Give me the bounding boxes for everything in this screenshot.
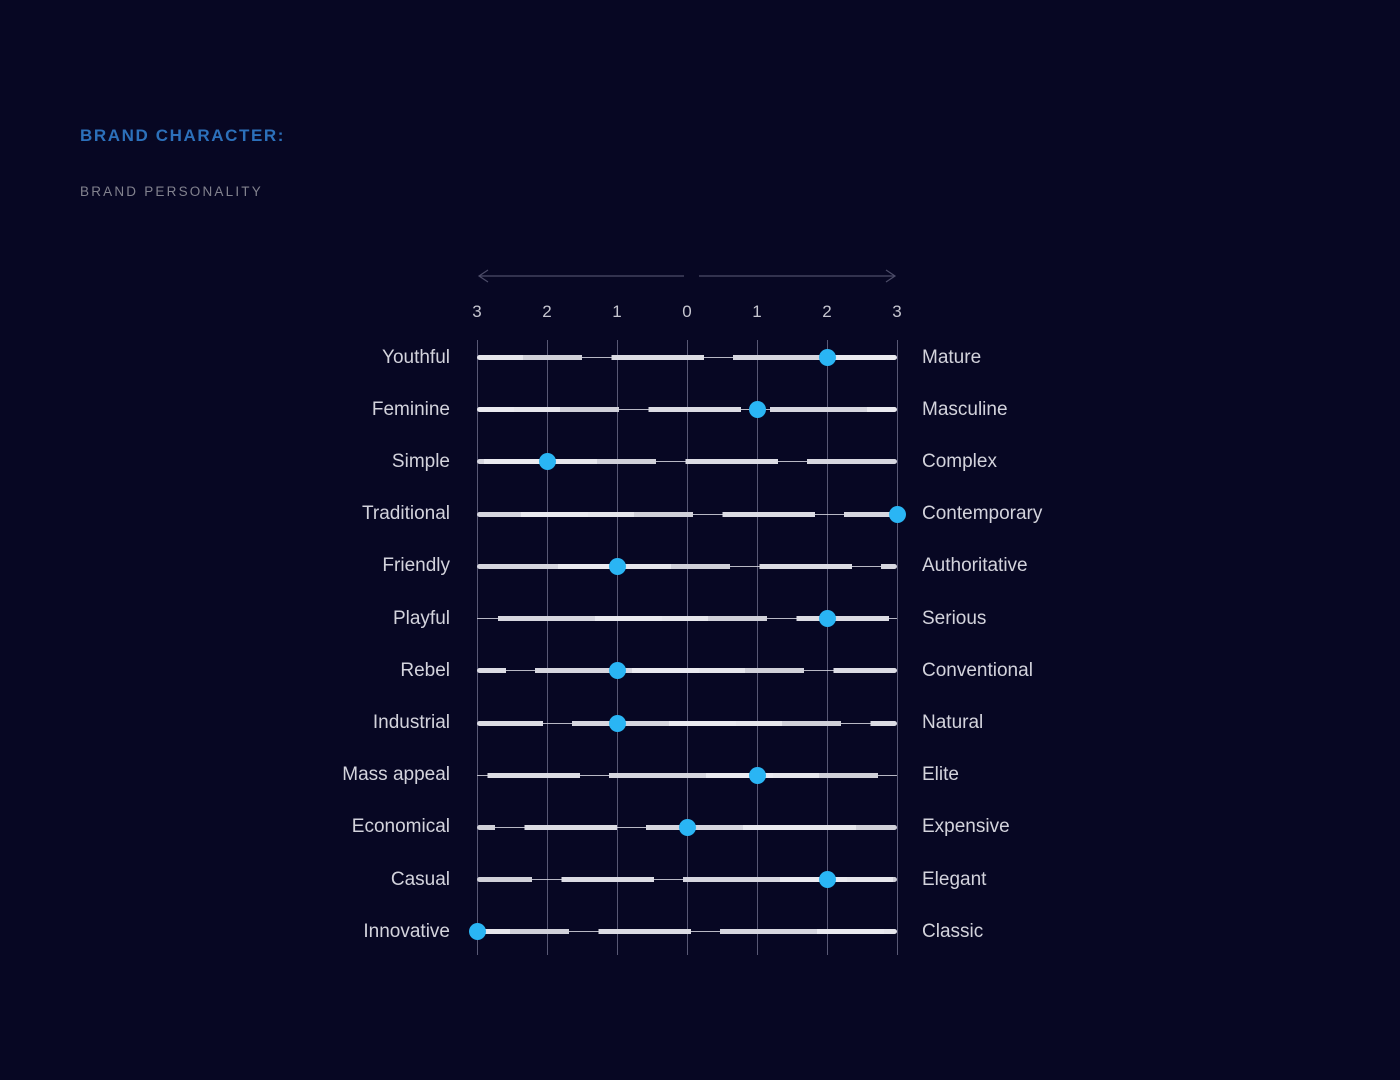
right-trait-label: Elegant xyxy=(922,868,987,890)
arrowhead-left-icon xyxy=(477,269,489,283)
scale-row: Mass appeal Elite xyxy=(0,762,1400,788)
gridline xyxy=(617,340,618,955)
left-trait-label: Innovative xyxy=(363,920,450,942)
axis-tick-label: 3 xyxy=(892,302,902,321)
axis-tick-label: 2 xyxy=(822,302,832,321)
left-trait-label: Casual xyxy=(390,868,450,890)
value-dot xyxy=(748,401,766,419)
axis-tick-label: 1 xyxy=(752,302,762,321)
scale-line xyxy=(477,407,897,413)
axis-tick-label: 0 xyxy=(682,302,692,321)
value-dot xyxy=(468,923,486,941)
scale-line xyxy=(477,668,897,674)
scale-line xyxy=(477,877,897,883)
left-trait-label: Economical xyxy=(351,816,450,838)
gridline xyxy=(827,340,828,955)
value-dot xyxy=(818,349,836,366)
scale-row: Innovative Classic xyxy=(0,919,1400,945)
value-dot xyxy=(888,505,906,523)
scale-row: Playful Serious xyxy=(0,606,1400,632)
value-dot xyxy=(608,662,626,680)
scale-row: Rebel Conventional xyxy=(0,658,1400,684)
scale-row: Feminine Masculine xyxy=(0,397,1400,423)
right-trait-label: Authoritative xyxy=(922,555,1028,577)
right-trait-label: Contemporary xyxy=(922,503,1043,525)
scale-line xyxy=(477,772,897,778)
scale-line xyxy=(477,616,897,622)
scale-row: Traditional Contemporary xyxy=(0,501,1400,527)
right-trait-label: Masculine xyxy=(922,398,1008,420)
right-trait-label: Expensive xyxy=(922,816,1010,838)
scale-row: Industrial Natural xyxy=(0,710,1400,736)
value-dot xyxy=(538,453,556,471)
value-dot xyxy=(818,871,836,889)
scale-row: Economical Expensive xyxy=(0,814,1400,840)
left-trait-label: Playful xyxy=(392,607,450,629)
scale-line xyxy=(477,355,897,360)
arrowhead-right-icon xyxy=(885,269,897,283)
left-trait-label: Simple xyxy=(391,450,450,472)
left-trait-label: Rebel xyxy=(400,659,450,681)
right-trait-label: Conventional xyxy=(922,659,1033,681)
gridline xyxy=(757,340,758,955)
gridline xyxy=(547,340,548,955)
left-trait-label: Feminine xyxy=(371,398,450,420)
gridline xyxy=(897,340,898,955)
value-dot xyxy=(818,610,836,628)
right-trait-label: Natural xyxy=(922,712,984,734)
right-trait-label: Complex xyxy=(922,450,997,472)
scale-line xyxy=(477,929,897,935)
page-subtitle: BRAND PERSONALITY xyxy=(80,184,263,199)
right-trait-label: Elite xyxy=(922,764,959,786)
axis-tick-label: 1 xyxy=(612,302,622,321)
value-dot xyxy=(608,714,626,732)
scale-line xyxy=(477,720,897,726)
right-trait-label: Classic xyxy=(922,920,984,942)
left-trait-label: Mass appeal xyxy=(342,764,450,786)
scale-row: Casual Elegant xyxy=(0,867,1400,893)
scale-line xyxy=(477,563,897,569)
scale-line xyxy=(477,459,897,465)
page-title: BRAND CHARACTER: xyxy=(80,126,286,145)
gridline xyxy=(687,340,688,955)
value-dot xyxy=(748,766,766,784)
axis-direction-arrows xyxy=(477,269,897,283)
scale-row: Youthful Mature xyxy=(0,345,1400,371)
right-trait-label: Serious xyxy=(922,607,987,629)
axis-tick-label: 3 xyxy=(472,302,482,321)
left-trait-label: Traditional xyxy=(361,503,450,525)
left-trait-label: Industrial xyxy=(372,712,450,734)
left-trait-label: Youthful xyxy=(382,346,450,368)
right-trait-label: Mature xyxy=(922,346,982,368)
scale-row: Friendly Authoritative xyxy=(0,553,1400,579)
value-dot xyxy=(608,557,626,575)
left-trait-label: Friendly xyxy=(382,555,450,577)
value-dot xyxy=(678,818,696,836)
scale-line xyxy=(477,511,897,517)
gridline xyxy=(477,340,478,955)
scale-row: Simple Complex xyxy=(0,449,1400,475)
axis-tick-label: 2 xyxy=(542,302,552,321)
